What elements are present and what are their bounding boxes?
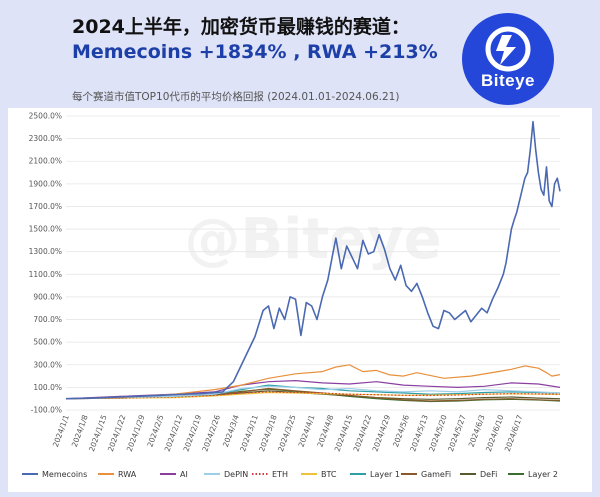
x-tick-label: 2024/3/11 bbox=[238, 413, 260, 452]
x-tick-label: 2024/5/27 bbox=[446, 413, 468, 452]
legend-label: Layer 1 bbox=[370, 470, 400, 479]
x-tick-label: 2024/3/18 bbox=[257, 413, 279, 452]
legend-label: Layer 2 bbox=[528, 470, 558, 479]
x-tick-label: 2024/4/29 bbox=[371, 413, 393, 452]
y-tick-label: 1500.0% bbox=[29, 225, 62, 234]
y-tick-label: 1300.0% bbox=[29, 247, 62, 256]
x-tick-label: 2024/2/5 bbox=[145, 413, 165, 448]
x-tick-label: 2024/1/29 bbox=[125, 413, 147, 452]
series-line-eth bbox=[65, 391, 561, 400]
legend-label: BTC bbox=[321, 470, 337, 479]
x-tick-label: 2024/1/1 bbox=[51, 413, 71, 448]
x-tick-label: 2024/4/1 bbox=[297, 413, 317, 448]
y-tick-label: 2100.0% bbox=[29, 157, 62, 166]
x-tick-label: 2024/6/10 bbox=[484, 413, 506, 452]
x-tick-label: 2024/1/22 bbox=[106, 413, 128, 452]
legend-label: RWA bbox=[118, 470, 137, 479]
x-tick-label: 2024/4/8 bbox=[315, 413, 335, 448]
x-tick-label: 2024/2/19 bbox=[182, 413, 204, 452]
series-line-rwa bbox=[65, 364, 561, 400]
header: 2024上半年，加密货币最赚钱的赛道： Memecoins +1834% , R… bbox=[0, 0, 600, 110]
title-line-2: Memecoins +1834% , RWA +213% bbox=[72, 41, 438, 63]
y-tick-label: 700.0% bbox=[33, 315, 62, 324]
series-line-memecoins bbox=[65, 120, 561, 400]
y-tick-label: 300.0% bbox=[33, 360, 62, 369]
y-tick-label: 2300.0% bbox=[29, 134, 62, 143]
x-tick-label: 2024/3/4 bbox=[221, 413, 241, 448]
legend-label: ETH bbox=[272, 470, 288, 479]
x-tick-label: 2024/2/26 bbox=[200, 413, 222, 452]
x-tick-label: 2024/1/15 bbox=[87, 413, 109, 452]
legend-label: AI bbox=[180, 470, 188, 479]
x-tick-label: 2024/1/8 bbox=[70, 413, 90, 448]
line-chart: @Biteye 2500.0% 2300.0% 2100.0% 1900.0% 1700.… bbox=[22, 112, 561, 479]
y-tick-label: 1100.0% bbox=[29, 270, 62, 279]
chart-subtitle: 每个赛道市值TOP10代币的平均价格回报 (2024.01.01-2024.06… bbox=[72, 91, 400, 103]
x-tick-label: 2024/4/22 bbox=[352, 413, 374, 452]
y-tick-label: 1900.0% bbox=[29, 179, 62, 188]
x-tick-label: 2024/6/17 bbox=[503, 413, 525, 452]
x-tick-label: 2024/5/20 bbox=[427, 413, 449, 452]
x-tick-label: 2024/2/12 bbox=[163, 413, 185, 452]
y-tick-label: 2500.0% bbox=[29, 112, 62, 121]
y-tick-label: 500.0% bbox=[33, 338, 62, 347]
chart-panel: @Biteye 2500.0% 2300.0% 2100.0% 1900.0% 1700.… bbox=[8, 108, 592, 492]
biteye-logo: Biteye bbox=[462, 13, 554, 105]
x-tick-label: 2024/4/15 bbox=[333, 413, 355, 452]
x-tick-label: 2024/5/13 bbox=[408, 413, 430, 452]
x-tick-label: 2024/6/3 bbox=[467, 413, 487, 448]
y-tick-label: 1700.0% bbox=[29, 202, 62, 211]
watermark: @Biteye bbox=[184, 207, 441, 272]
legend-label: GameFi bbox=[421, 470, 451, 479]
biteye-lightning-icon bbox=[485, 26, 531, 72]
x-tick-label: 2024/3/25 bbox=[276, 413, 298, 452]
y-tick-label: 100.0% bbox=[33, 383, 62, 392]
y-tick-label: -100.0% bbox=[31, 406, 62, 415]
series-line-depin bbox=[65, 385, 561, 400]
y-tick-label: 900.0% bbox=[33, 292, 62, 301]
legend-label: Memecoins bbox=[42, 470, 87, 479]
legend-label: DeFi bbox=[480, 470, 497, 479]
legend-label: DePIN bbox=[224, 470, 248, 479]
series-line-ai bbox=[65, 380, 561, 400]
logo-text: Biteye bbox=[480, 71, 536, 90]
x-tick-label: 2024/5/6 bbox=[391, 413, 411, 448]
title-line-1: 2024上半年，加密货币最赚钱的赛道： bbox=[72, 16, 410, 38]
